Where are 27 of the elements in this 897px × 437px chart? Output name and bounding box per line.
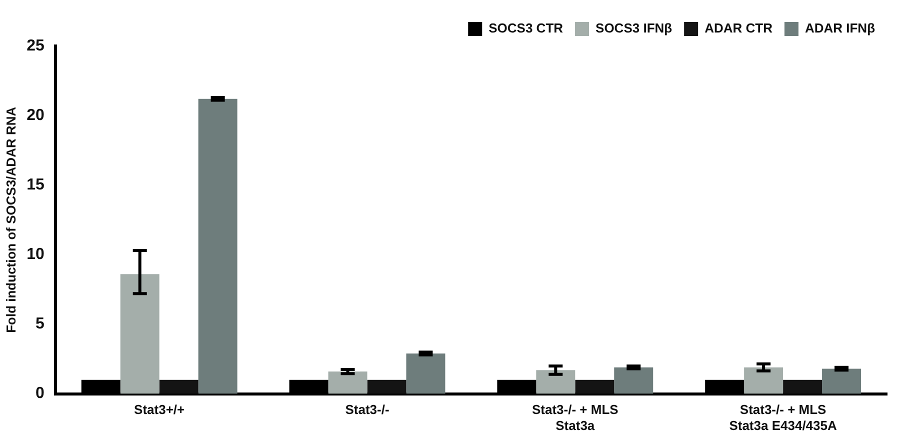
bar (536, 370, 576, 394)
bar (822, 368, 862, 394)
legend-label: SOCS3 CTR (488, 20, 564, 36)
y-tick-label: 20 (26, 106, 44, 124)
x-tick-label: Stat3-/- + MLS Stat3a (532, 402, 619, 433)
bar (159, 380, 198, 394)
x-tick-label: Stat3+/+ (134, 402, 186, 418)
y-axis-title: Fold induction of SOCS3/ADAR RNA (3, 106, 18, 333)
bar (406, 353, 446, 394)
y-tick-label: 5 (35, 316, 44, 333)
legend-label: SOCS3 IFNβ (596, 20, 672, 36)
bar (328, 372, 368, 394)
legend-label: ADAR CTR (704, 20, 774, 36)
bar (744, 367, 784, 394)
x-tick-label: Stat3-/- + MLS Stat3a E434/435A (729, 402, 838, 433)
y-tick-label: 25 (26, 37, 44, 54)
bar (198, 98, 238, 394)
bar (120, 274, 160, 394)
y-tick-label: 0 (35, 385, 44, 402)
y-tick-label: 10 (26, 246, 44, 264)
bar (367, 380, 406, 394)
bar (575, 380, 614, 394)
y-tick-label: 15 (26, 176, 44, 194)
x-tick-label: Stat3-/- (345, 402, 390, 418)
legend-label: ADAR IFNβ (804, 20, 876, 36)
bar (783, 380, 822, 394)
bar (614, 367, 654, 394)
